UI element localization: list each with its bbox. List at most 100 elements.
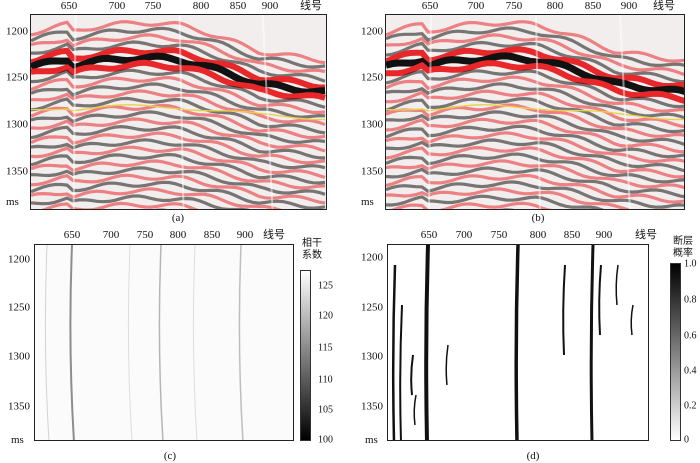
fault-probability-map-d bbox=[387, 244, 649, 441]
colorbar-tick: 100 bbox=[318, 434, 333, 446]
x-tick: 650 bbox=[63, 229, 81, 241]
fault-band bbox=[598, 264, 602, 336]
y-tick: 1200 bbox=[361, 251, 383, 264]
seismic-section-b bbox=[385, 14, 685, 210]
seismic-reflector bbox=[31, 96, 326, 135]
caption-a: (a) bbox=[171, 212, 185, 224]
panel-d: 650 700 750 800 850 900 线号 1200 1250 130… bbox=[355, 230, 700, 463]
seismic-reflector bbox=[386, 82, 684, 120]
colorbar-title-line: 相干 bbox=[302, 238, 322, 249]
y-tick: 1300 bbox=[6, 118, 28, 131]
seismic-reflector bbox=[386, 60, 684, 104]
seismic-reflector bbox=[31, 110, 326, 145]
x-axis-label: 线号 bbox=[653, 0, 675, 12]
seismic-reflector bbox=[386, 117, 684, 154]
x-tick: 650 bbox=[421, 0, 439, 12]
coherence-streak bbox=[192, 245, 198, 440]
x-tick: 900 bbox=[261, 0, 279, 12]
x-tick: 750 bbox=[136, 229, 154, 241]
seismic-reflector bbox=[31, 124, 326, 160]
seismic-reflector bbox=[386, 166, 684, 199]
colorbar-tick: 0.2 bbox=[684, 400, 697, 412]
x-tick: 650 bbox=[60, 0, 78, 12]
fault-band bbox=[399, 304, 403, 440]
fault-trace bbox=[261, 15, 274, 209]
seismic-reflector bbox=[386, 89, 684, 129]
fault-band bbox=[562, 264, 566, 356]
seismic-reflector bbox=[386, 173, 684, 204]
fault-band bbox=[589, 245, 595, 440]
seismic-reflector bbox=[386, 103, 684, 138]
seismic-reflector bbox=[386, 69, 684, 109]
coherence-streak bbox=[69, 245, 75, 440]
y-tick: 1250 bbox=[6, 71, 28, 84]
y-axis-unit: ms bbox=[365, 434, 378, 446]
x-tick: 900 bbox=[236, 229, 254, 241]
colorbar-tick: 0.4 bbox=[684, 365, 697, 377]
y-tick: 1300 bbox=[8, 350, 30, 363]
colorbar-tick: 0.6 bbox=[684, 330, 697, 342]
fault-band bbox=[424, 245, 430, 440]
x-tick: 750 bbox=[505, 0, 523, 12]
x-tick: 800 bbox=[546, 0, 564, 12]
seismic-reflector bbox=[386, 110, 684, 146]
seismic-image-b bbox=[386, 15, 684, 209]
x-tick: 700 bbox=[108, 0, 126, 12]
seismic-reflector bbox=[386, 145, 684, 179]
colorbar-d bbox=[670, 263, 681, 441]
seismic-reflector bbox=[31, 138, 326, 170]
seismic-reflector bbox=[31, 59, 326, 101]
y-tick: 1300 bbox=[361, 118, 383, 131]
colorbar-tick: 115 bbox=[318, 342, 333, 354]
caption-c: (c) bbox=[163, 450, 177, 462]
seismic-reflector bbox=[31, 52, 326, 96]
colorbar-title-line: 系数 bbox=[302, 250, 322, 261]
y-tick: 1250 bbox=[361, 71, 383, 84]
seismic-reflector bbox=[31, 40, 326, 83]
caption-d: (d) bbox=[526, 450, 540, 462]
seismic-image-a bbox=[31, 15, 326, 209]
seismic-reflector bbox=[386, 131, 684, 164]
y-tick: 1350 bbox=[8, 400, 30, 413]
coherence-streak bbox=[44, 245, 50, 440]
fault-trace bbox=[178, 15, 185, 209]
seismic-reflector bbox=[31, 26, 326, 69]
fault-trace bbox=[619, 15, 631, 209]
colorbar-c bbox=[300, 270, 311, 441]
fault-trace bbox=[535, 15, 541, 209]
seismic-reflector bbox=[31, 46, 325, 91]
colorbar-title-d: 断层 概率 bbox=[673, 236, 693, 260]
y-tick: 1350 bbox=[361, 400, 383, 413]
fault-band bbox=[391, 264, 397, 440]
seismic-reflector bbox=[31, 82, 326, 119]
x-tick: 750 bbox=[144, 0, 162, 12]
seismic-reflector bbox=[386, 96, 684, 134]
colorbar-tick: 0 bbox=[684, 434, 689, 446]
fault-band bbox=[630, 304, 634, 336]
seismic-reflector bbox=[31, 166, 326, 196]
y-tick: 1200 bbox=[8, 253, 30, 266]
colorbar-title-line: 断层 bbox=[673, 236, 693, 247]
seismic-reflector bbox=[31, 20, 326, 65]
x-axis-label: 线号 bbox=[635, 229, 657, 241]
seismic-reflector bbox=[31, 75, 326, 115]
x-tick: 800 bbox=[529, 229, 547, 241]
x-tick: 850 bbox=[229, 0, 247, 12]
coherence-streak bbox=[238, 245, 244, 440]
seismic-reflector bbox=[31, 173, 326, 205]
y-tick: 1350 bbox=[361, 165, 383, 178]
colorbar-title-line: 概率 bbox=[673, 248, 693, 259]
coherence-map-c bbox=[34, 244, 294, 441]
horizon-line bbox=[386, 104, 684, 121]
fault-band bbox=[445, 344, 449, 386]
x-axis-label: 线号 bbox=[300, 0, 322, 12]
seismic-reflector bbox=[31, 145, 326, 179]
x-tick: 850 bbox=[203, 229, 221, 241]
y-tick: 1200 bbox=[361, 25, 383, 38]
fault-band bbox=[413, 394, 417, 426]
x-tick: 700 bbox=[455, 229, 473, 241]
seismic-section-a bbox=[30, 14, 327, 210]
seismic-reflector bbox=[31, 159, 326, 190]
x-tick: 900 bbox=[595, 229, 613, 241]
x-axis-label: 线号 bbox=[263, 229, 285, 241]
